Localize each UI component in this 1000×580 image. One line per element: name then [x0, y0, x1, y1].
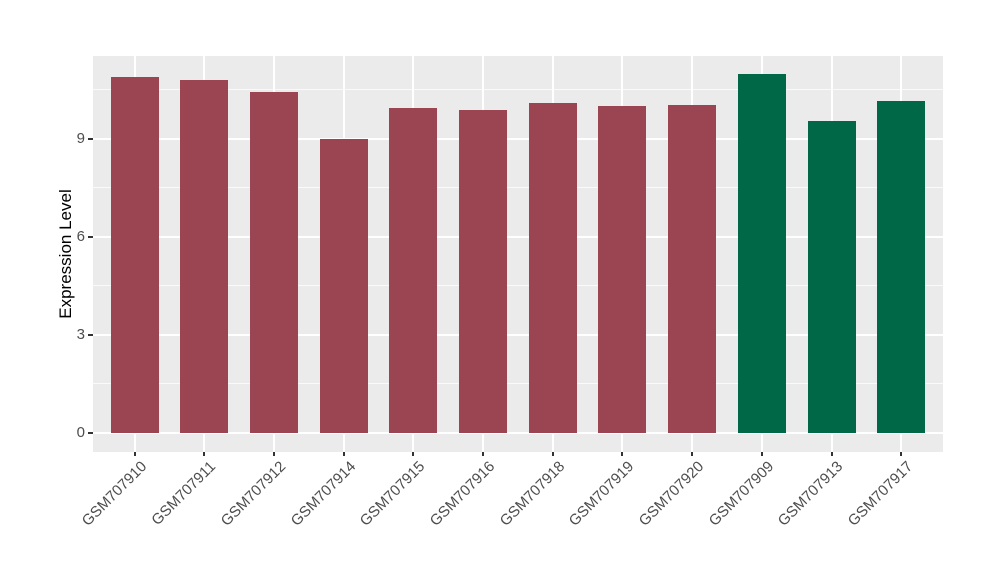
plot-panel [93, 56, 943, 452]
x-tick-mark-GSM707910 [133, 452, 136, 456]
x-tick-label-GSM707916: GSM707916 [426, 458, 499, 530]
x-tick-mark-GSM707919 [621, 452, 624, 456]
major-gridline-y-9 [93, 137, 943, 140]
x-tick-mark-GSM707918 [551, 452, 554, 456]
x-tick-label-GSM707920: GSM707920 [635, 458, 708, 530]
x-tick-label-GSM707914: GSM707914 [287, 458, 359, 530]
bar-GSM707909 [737, 73, 786, 433]
bar-GSM707920 [668, 104, 717, 433]
x-tick-label-GSM707913: GSM707913 [774, 458, 847, 530]
x-tick-label-GSM707918: GSM707918 [496, 458, 568, 530]
x-tick-label-GSM707919: GSM707919 [565, 458, 638, 530]
y-tick-label-6: 6 [76, 227, 85, 245]
y-tick-label-9: 9 [76, 129, 85, 147]
x-tick-mark-GSM707909 [760, 452, 763, 456]
bar-GSM707913 [807, 121, 856, 433]
y-tick-mark-9 [88, 137, 93, 140]
bar-GSM707914 [319, 138, 368, 433]
major-gridline-y-6 [93, 235, 943, 238]
bar-GSM707910 [110, 76, 159, 433]
x-tick-label-GSM707915: GSM707915 [356, 458, 429, 530]
bar-GSM707915 [389, 107, 438, 433]
bar-GSM707919 [598, 106, 647, 433]
x-tick-mark-GSM707914 [342, 452, 345, 456]
bar-GSM707912 [250, 91, 299, 433]
x-tick-label-GSM707909: GSM707909 [705, 458, 777, 530]
x-tick-mark-GSM707920 [691, 452, 694, 456]
x-tick-label-GSM707912: GSM707912 [217, 458, 290, 530]
x-tick-mark-GSM707913 [830, 452, 833, 456]
minor-gridline-y-4.5 [93, 285, 943, 287]
minor-gridline-y-7.5 [93, 187, 943, 189]
x-tick-label-GSM707917: GSM707917 [844, 458, 917, 530]
y-tick-mark-0 [88, 432, 93, 434]
minor-gridline-y-10.5 [93, 89, 943, 91]
x-tick-mark-GSM707916 [482, 452, 485, 456]
bar-GSM707916 [459, 109, 508, 433]
x-tick-mark-GSM707912 [273, 452, 276, 456]
x-tick-mark-GSM707915 [412, 452, 415, 456]
y-axis-title: Expression Level [56, 189, 75, 319]
x-tick-label-GSM707911: GSM707911 [148, 458, 220, 529]
y-tick-mark-6 [88, 235, 93, 238]
x-tick-mark-GSM707911 [203, 452, 206, 456]
major-gridline-y-0 [93, 432, 943, 434]
major-gridline-y-3 [93, 333, 943, 336]
x-tick-mark-GSM707917 [900, 452, 903, 456]
bar-GSM707918 [528, 103, 577, 433]
x-tick-label-GSM707910: GSM707910 [78, 458, 150, 530]
minor-gridline-y-1.5 [93, 383, 943, 385]
y-tick-label-0: 0 [76, 424, 85, 441]
bar-GSM707911 [180, 80, 229, 433]
y-tick-label-3: 3 [76, 325, 85, 343]
bar-GSM707917 [877, 101, 926, 433]
y-tick-mark-3 [88, 333, 93, 336]
